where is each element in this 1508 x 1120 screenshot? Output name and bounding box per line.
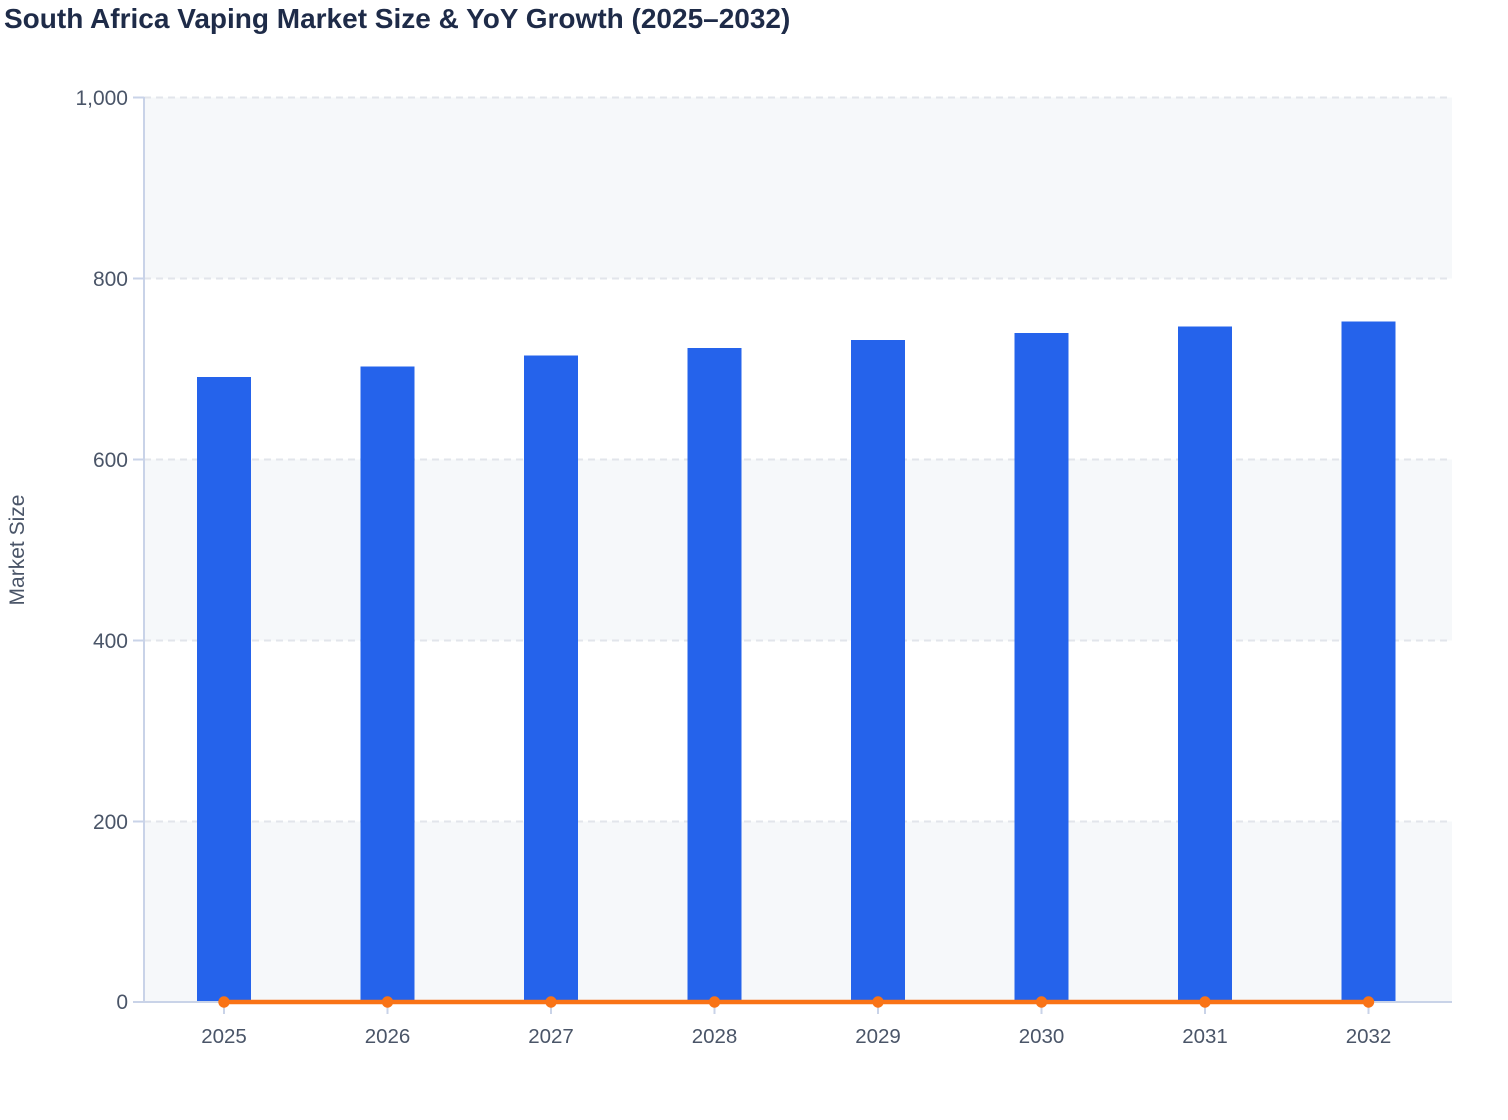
svg-text:2028: 2028 bbox=[692, 1025, 738, 1048]
svg-text:400: 400 bbox=[93, 630, 128, 653]
svg-text:2032: 2032 bbox=[1346, 1025, 1392, 1048]
svg-text:South Africa Vaping Market Siz: South Africa Vaping Market Size & YoY Gr… bbox=[4, 3, 790, 34]
svg-text:0: 0 bbox=[116, 991, 128, 1014]
svg-text:200: 200 bbox=[93, 811, 128, 834]
svg-text:800: 800 bbox=[93, 268, 128, 291]
svg-text:2030: 2030 bbox=[1019, 1025, 1065, 1048]
svg-text:2026: 2026 bbox=[365, 1025, 411, 1048]
svg-text:1,000: 1,000 bbox=[75, 87, 128, 110]
svg-text:2031: 2031 bbox=[1182, 1025, 1228, 1048]
svg-text:2025: 2025 bbox=[201, 1025, 247, 1048]
svg-text:2029: 2029 bbox=[855, 1025, 901, 1048]
svg-text:Market Size: Market Size bbox=[6, 495, 29, 606]
svg-text:2027: 2027 bbox=[528, 1025, 574, 1048]
svg-text:600: 600 bbox=[93, 449, 128, 472]
